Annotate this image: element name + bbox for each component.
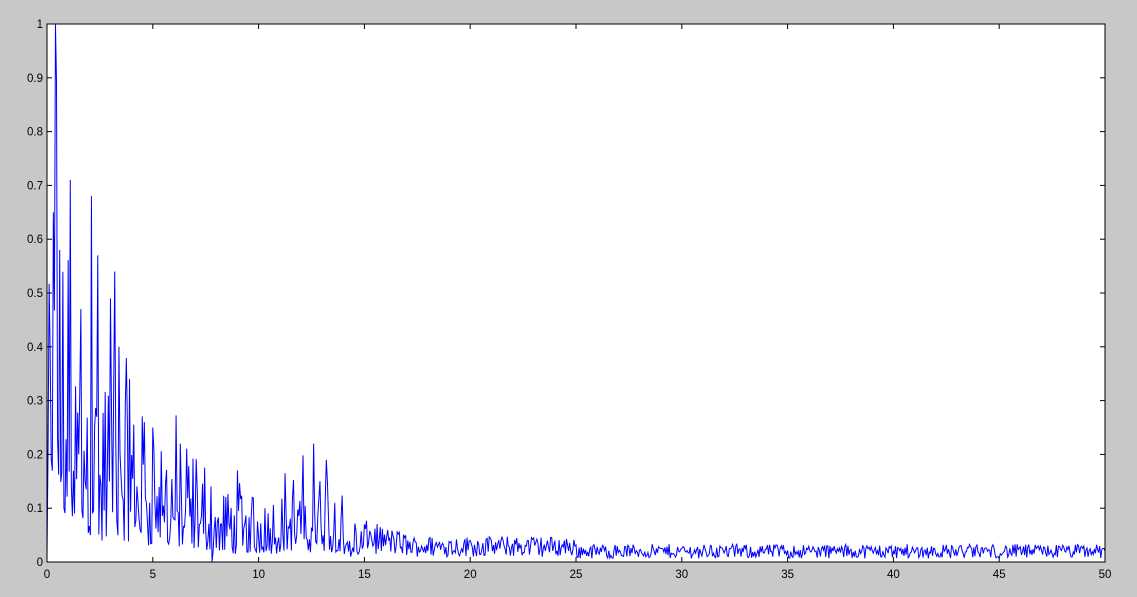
x-tick-label: 40 bbox=[887, 569, 900, 581]
y-tick-label: 0.6 bbox=[27, 234, 43, 246]
x-tick-label: 10 bbox=[252, 569, 265, 581]
x-tick-label: 50 bbox=[1099, 569, 1112, 581]
x-tick-label: 0 bbox=[44, 569, 50, 581]
y-tick-label: 0.8 bbox=[27, 127, 43, 139]
x-axis: 0 5 10 15 20 25 30 35 40 45 50 bbox=[44, 24, 1112, 581]
y-axis: 0 0.1 0.2 0.3 0.4 0.5 0.6 0.7 0.8 0.9 1 bbox=[27, 19, 1105, 569]
y-tick-label: 0.3 bbox=[27, 396, 43, 408]
x-tick-label: 5 bbox=[150, 569, 156, 581]
plot-area bbox=[47, 24, 1105, 562]
y-tick-label: 0.7 bbox=[27, 180, 43, 192]
x-tick-label: 45 bbox=[993, 569, 1006, 581]
y-tick-label: 0.2 bbox=[27, 449, 43, 461]
series-line bbox=[46, 23, 1106, 563]
y-tick-label: 0.4 bbox=[27, 342, 44, 354]
x-tick-label: 20 bbox=[464, 569, 477, 581]
y-tick-label: 0.1 bbox=[27, 503, 43, 515]
x-tick-label: 15 bbox=[358, 569, 371, 581]
x-tick-label: 25 bbox=[570, 569, 583, 581]
x-tick-label: 35 bbox=[781, 569, 794, 581]
x-tick-label: 30 bbox=[675, 569, 688, 581]
y-tick-label: 0.5 bbox=[27, 288, 43, 300]
y-tick-label: 0 bbox=[37, 557, 43, 569]
y-tick-label: 0.9 bbox=[27, 73, 43, 85]
series-layer bbox=[46, 23, 1106, 563]
y-tick-label: 1 bbox=[37, 19, 43, 31]
